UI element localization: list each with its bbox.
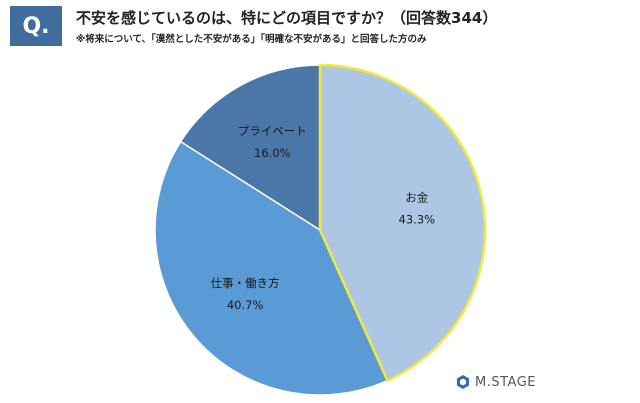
slice-value-label: 43.3% bbox=[399, 212, 436, 226]
slice-value-label: 16.0% bbox=[254, 146, 291, 160]
brand-logo: M.STAGE bbox=[455, 374, 536, 390]
question-badge: Q. bbox=[10, 6, 62, 46]
slice-category-label: お金 bbox=[405, 190, 428, 204]
pie-slice-highlight-outline bbox=[318, 63, 487, 383]
pie-slices bbox=[154, 64, 486, 396]
slice-category-label: プライベート bbox=[238, 124, 307, 138]
pie-highlight-layer bbox=[318, 63, 487, 383]
pie-slice-1 bbox=[154, 140, 389, 396]
pie-labels: お金 43.3% 仕事・働き方 40.7% プライベート 16.0% bbox=[211, 124, 436, 312]
slice-category-label: 仕事・働き方 bbox=[211, 276, 280, 290]
slice-value-label: 40.7% bbox=[227, 298, 264, 312]
hexagon-logo-icon bbox=[457, 375, 469, 389]
pie-slice-2 bbox=[179, 64, 321, 232]
chart-subtitle: ※将来について、「漠然とした不安がある」「明確な不安がある」と回答した方のみ bbox=[76, 34, 427, 45]
brand-name: M.STAGE bbox=[475, 374, 536, 390]
chart-title: 不安を感じているのは、特にどの項目ですか？（回答数344） bbox=[76, 9, 498, 27]
